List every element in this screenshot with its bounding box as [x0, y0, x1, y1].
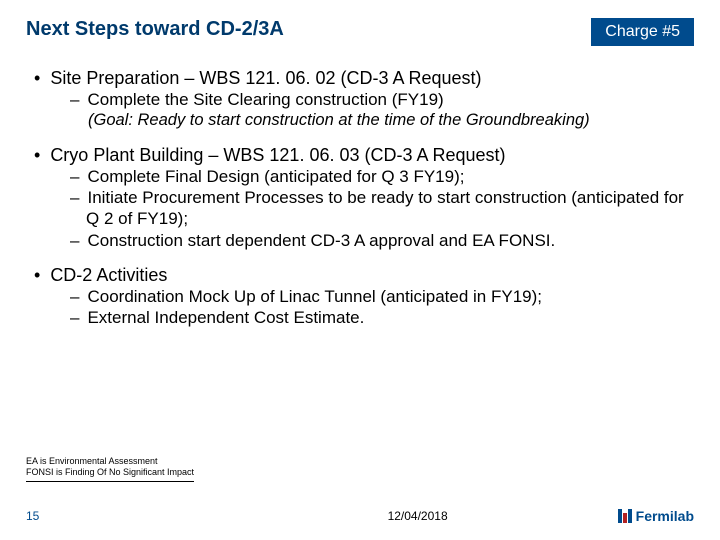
footnote-line: FONSI is Finding Of No Significant Impac… [26, 467, 194, 479]
fermilab-logo: Fermilab [618, 508, 694, 524]
sub-item: Construction start dependent CD-3 A appr… [70, 230, 694, 251]
sub-item: Complete Final Design (anticipated for Q… [70, 166, 694, 187]
logo-text: Fermilab [636, 508, 694, 524]
slide-title: Next Steps toward CD-2/3A [26, 18, 284, 41]
section-heading: Site Preparation – WBS 121. 06. 02 (CD-3… [34, 68, 694, 89]
sub-item: Initiate Procurement Processes to be rea… [70, 187, 694, 230]
charge-badge: Charge #5 [591, 18, 694, 46]
content-list: Site Preparation – WBS 121. 06. 02 (CD-3… [26, 68, 694, 328]
sub-item: External Independent Cost Estimate. [70, 307, 694, 328]
sub-item: Coordination Mock Up of Linac Tunnel (an… [70, 286, 694, 307]
footer: 15 12/04/2018 Fermilab [0, 508, 720, 524]
footer-date: 12/04/2018 [388, 509, 448, 523]
page-number: 15 [26, 509, 39, 523]
footnote-line: EA is Environmental Assessment [26, 456, 194, 468]
logo-icon [618, 509, 632, 523]
section-heading: CD-2 Activities [34, 265, 694, 286]
sub-item: Complete the Site Clearing construction … [70, 89, 694, 110]
footnotes: EA is Environmental Assessment FONSI is … [26, 456, 194, 482]
section-note: (Goal: Ready to start construction at th… [88, 110, 694, 131]
section-heading: Cryo Plant Building – WBS 121. 06. 03 (C… [34, 145, 694, 166]
